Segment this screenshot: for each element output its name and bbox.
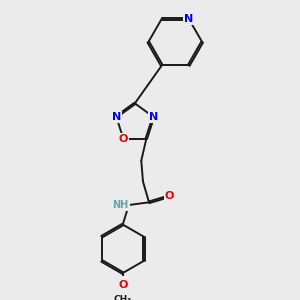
Text: O: O [119, 134, 128, 144]
Text: CH₃: CH₃ [114, 295, 132, 300]
Text: N: N [149, 112, 158, 122]
Text: O: O [118, 280, 128, 290]
Text: N: N [184, 14, 193, 24]
Text: O: O [164, 191, 174, 201]
Text: NH: NH [112, 200, 129, 210]
Text: N: N [112, 112, 121, 122]
